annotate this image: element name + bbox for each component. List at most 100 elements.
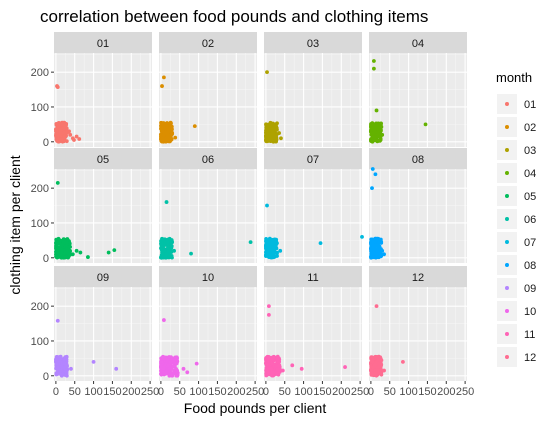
data-point-05 bbox=[106, 250, 111, 255]
data-point-01 bbox=[55, 139, 60, 143]
data-point-06 bbox=[159, 242, 164, 246]
legend-label: 12 bbox=[524, 352, 536, 364]
x-tick-label: 200 bbox=[332, 386, 350, 398]
data-point-08 bbox=[375, 248, 379, 253]
data-point-11 bbox=[269, 358, 274, 363]
data-point-03 bbox=[265, 127, 270, 131]
data-point-12 bbox=[369, 368, 373, 373]
legend-key-point bbox=[505, 194, 509, 198]
data-point-08 bbox=[382, 252, 386, 257]
legend-item-07: 07 bbox=[497, 232, 536, 252]
data-point-01 bbox=[67, 129, 71, 134]
x-tick-label: 100 bbox=[189, 386, 207, 398]
facet-panels: 01 02 03 04 05 06 07 08 09 10 11 12 bbox=[54, 32, 467, 381]
data-point-11 bbox=[267, 312, 271, 317]
data-point-11 bbox=[275, 367, 280, 372]
facet-panel-03: 03 bbox=[263, 32, 362, 147]
x-tick-label: 100 bbox=[294, 386, 312, 398]
data-point-12 bbox=[374, 304, 379, 309]
data-point-12 bbox=[379, 372, 384, 377]
facet-strip bbox=[54, 148, 152, 169]
data-point-01 bbox=[60, 122, 64, 127]
data-point-09 bbox=[69, 366, 73, 371]
x-tick-label: 0 bbox=[263, 386, 269, 398]
data-point-10 bbox=[171, 364, 176, 369]
data-point-10 bbox=[159, 363, 163, 368]
data-point-03 bbox=[268, 138, 273, 143]
data-point-02 bbox=[161, 133, 166, 138]
facet-strip bbox=[369, 32, 467, 53]
data-point-04 bbox=[379, 128, 383, 133]
legend-item-04: 04 bbox=[497, 163, 536, 183]
data-point-01 bbox=[55, 124, 60, 129]
facet-strip bbox=[369, 148, 467, 169]
data-point-05 bbox=[56, 250, 61, 255]
x-tick-label: 150 bbox=[208, 386, 226, 398]
facet-strip-label: 06 bbox=[202, 154, 214, 166]
data-point-10 bbox=[174, 373, 179, 378]
legend-item-03: 03 bbox=[497, 140, 536, 160]
facet-strip bbox=[159, 266, 257, 287]
data-point-06 bbox=[169, 239, 174, 244]
x-tick-label: 100 bbox=[399, 386, 417, 398]
data-point-07 bbox=[264, 240, 269, 245]
data-point-05 bbox=[64, 240, 69, 245]
y-tick-label: 200 bbox=[31, 67, 49, 79]
data-point-11 bbox=[276, 359, 281, 364]
facet-strip-label: 11 bbox=[307, 272, 318, 284]
data-point-01 bbox=[68, 132, 73, 137]
data-point-02 bbox=[160, 84, 164, 88]
data-point-05 bbox=[59, 250, 64, 255]
data-point-08 bbox=[369, 246, 374, 251]
legend-label: 11 bbox=[524, 329, 535, 341]
facet-strip-label: 10 bbox=[202, 272, 214, 284]
data-point-06 bbox=[164, 253, 169, 257]
data-point-11 bbox=[299, 366, 304, 371]
data-point-02 bbox=[168, 128, 173, 132]
legend-key-point bbox=[505, 148, 509, 152]
data-point-10 bbox=[159, 372, 164, 377]
data-point-01 bbox=[58, 130, 63, 135]
data-point-09 bbox=[60, 372, 65, 376]
x-tick-label: 150 bbox=[313, 386, 331, 398]
facet-strip-label: 04 bbox=[412, 38, 424, 50]
x-tick-label: 250 bbox=[456, 386, 474, 398]
data-point-06 bbox=[166, 250, 170, 255]
data-point-11 bbox=[267, 304, 271, 309]
data-point-01 bbox=[64, 139, 69, 144]
data-point-10 bbox=[162, 318, 166, 322]
data-point-06 bbox=[169, 245, 174, 250]
data-point-02 bbox=[162, 75, 166, 80]
data-point-11 bbox=[280, 368, 285, 373]
data-point-05 bbox=[68, 249, 72, 254]
data-point-10 bbox=[185, 370, 190, 375]
data-point-06 bbox=[166, 245, 171, 250]
legend-label: 03 bbox=[524, 145, 536, 157]
legend-key-point bbox=[505, 125, 509, 129]
data-point-08 bbox=[371, 243, 375, 247]
data-point-02 bbox=[170, 131, 175, 135]
data-point-10 bbox=[181, 366, 186, 371]
data-point-08 bbox=[370, 254, 375, 259]
legend-title: month bbox=[496, 70, 532, 85]
data-point-12 bbox=[401, 359, 405, 364]
data-point-11 bbox=[275, 356, 280, 361]
data-point-12 bbox=[372, 371, 377, 376]
data-point-10 bbox=[170, 373, 175, 378]
x-tick-label: 250 bbox=[246, 386, 264, 398]
legend-key-point bbox=[505, 355, 509, 359]
data-point-12 bbox=[371, 365, 375, 370]
facet-strip-label: 05 bbox=[97, 154, 109, 166]
facet-strip bbox=[369, 266, 467, 287]
data-point-05 bbox=[55, 181, 60, 185]
data-point-02 bbox=[192, 124, 197, 129]
data-point-08 bbox=[375, 243, 380, 248]
data-point-10 bbox=[163, 371, 168, 376]
data-point-03 bbox=[265, 70, 269, 75]
data-point-11 bbox=[290, 363, 295, 368]
legend-key-point bbox=[505, 217, 509, 221]
data-point-09 bbox=[63, 368, 68, 373]
data-point-05 bbox=[78, 250, 83, 255]
